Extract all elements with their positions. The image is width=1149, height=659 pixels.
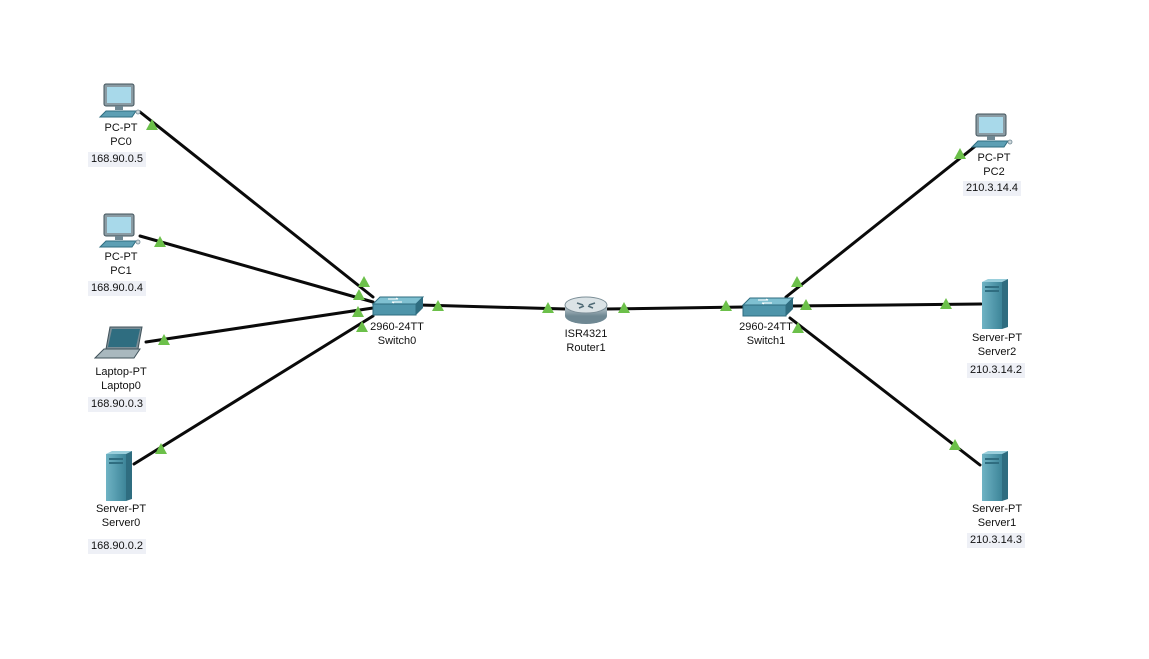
pc0-model: PC-PT bbox=[104, 122, 138, 134]
pc1-pc-icon[interactable] bbox=[99, 213, 141, 248]
port-up-indicator bbox=[432, 300, 444, 311]
port-up-indicator bbox=[146, 119, 158, 130]
switch0-name: Switch0 bbox=[377, 335, 417, 347]
laptop0-label: Laptop-PT Laptop0 bbox=[91, 365, 151, 393]
server1-name: Server1 bbox=[977, 517, 1017, 529]
link-switch1-server2[interactable] bbox=[788, 302, 983, 308]
switch0-switch-icon[interactable] bbox=[372, 296, 424, 316]
port-up-indicator bbox=[155, 443, 167, 454]
port-up-indicator bbox=[352, 306, 364, 317]
port-up-indicator bbox=[940, 298, 952, 309]
port-up-indicator bbox=[720, 300, 732, 311]
port-up-indicator bbox=[618, 302, 630, 313]
link-router1-switch1[interactable] bbox=[604, 305, 746, 311]
pc1-name: PC1 bbox=[110, 265, 132, 277]
server2-ip: 210.3.14.2 bbox=[967, 363, 1025, 378]
switch1-name: Switch1 bbox=[746, 335, 786, 347]
server0-label: Server-PT Server0 bbox=[91, 502, 151, 530]
pc2-name: PC2 bbox=[983, 166, 1005, 178]
pc1-ip: 168.90.0.4 bbox=[88, 281, 146, 296]
port-up-indicator bbox=[800, 299, 812, 310]
links bbox=[132, 110, 983, 467]
link-pc0-switch0[interactable] bbox=[138, 110, 375, 299]
link-pc1-switch0[interactable] bbox=[138, 234, 375, 304]
link-server0-switch0[interactable] bbox=[132, 314, 375, 466]
pc0-ip: 168.90.0.5 bbox=[88, 152, 146, 167]
laptop0-name: Laptop0 bbox=[101, 380, 141, 392]
port-up-indicator bbox=[158, 334, 170, 345]
server0-server-icon[interactable] bbox=[106, 451, 132, 501]
router1-model: ISR4321 bbox=[564, 328, 608, 340]
pc0-pc-icon[interactable] bbox=[99, 83, 141, 118]
port-up-indicator bbox=[954, 148, 966, 159]
pc1-model: PC-PT bbox=[104, 251, 138, 263]
port-up-indicator bbox=[356, 321, 368, 332]
pc2-pc-icon[interactable] bbox=[971, 113, 1013, 148]
switch1-model: 2960-24TT bbox=[739, 321, 793, 333]
port-up-indicator bbox=[949, 439, 961, 450]
pc0-label: PC-PT PC0 bbox=[96, 121, 146, 149]
link-laptop0-switch0[interactable] bbox=[144, 306, 375, 344]
server1-model: Server-PT bbox=[971, 503, 1023, 515]
server2-model: Server-PT bbox=[971, 332, 1023, 344]
port-up-indicator bbox=[154, 236, 166, 247]
server0-ip: 168.90.0.2 bbox=[88, 539, 146, 554]
router1-label: ISR4321 Router1 bbox=[551, 327, 621, 355]
server2-server-icon[interactable] bbox=[982, 279, 1008, 329]
laptop0-laptop-icon[interactable] bbox=[94, 326, 143, 359]
port-up-indicator bbox=[353, 289, 365, 300]
pc2-model: PC-PT bbox=[977, 152, 1011, 164]
server2-name: Server2 bbox=[977, 346, 1017, 358]
laptop0-model: Laptop-PT bbox=[95, 366, 147, 378]
switch0-model: 2960-24TT bbox=[370, 321, 424, 333]
server1-ip: 210.3.14.3 bbox=[967, 533, 1025, 548]
pc2-label: PC-PT PC2 bbox=[969, 151, 1019, 179]
link-switch1-server1[interactable] bbox=[788, 316, 982, 467]
switch1-switch-icon[interactable] bbox=[742, 297, 794, 317]
router1-name: Router1 bbox=[566, 342, 606, 354]
pc1-label: PC-PT PC1 bbox=[96, 250, 146, 278]
link-switch1-pc2[interactable] bbox=[784, 142, 980, 299]
laptop0-ip: 168.90.0.3 bbox=[88, 397, 146, 412]
server1-label: Server-PT Server1 bbox=[964, 502, 1030, 530]
pc0-name: PC0 bbox=[110, 136, 132, 148]
router1-router-icon[interactable] bbox=[564, 296, 608, 325]
port-up-indicator bbox=[792, 322, 804, 333]
link-switch0-router1[interactable] bbox=[418, 303, 568, 311]
server0-model: Server-PT bbox=[95, 503, 147, 515]
switch1-label: 2960-24TT Switch1 bbox=[731, 320, 801, 348]
server0-name: Server0 bbox=[101, 517, 141, 529]
port-indicators bbox=[146, 119, 966, 454]
server1-server-icon[interactable] bbox=[982, 451, 1008, 501]
port-up-indicator bbox=[358, 276, 370, 287]
server2-label: Server-PT Server2 bbox=[964, 331, 1030, 359]
port-up-indicator bbox=[791, 276, 803, 287]
pc2-ip: 210.3.14.4 bbox=[963, 181, 1021, 196]
switch0-label: 2960-24TT Switch0 bbox=[362, 320, 432, 348]
port-up-indicator bbox=[542, 302, 554, 313]
